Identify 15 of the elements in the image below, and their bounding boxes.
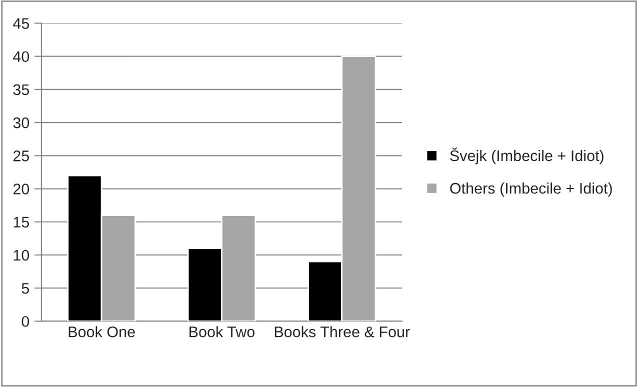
y-tick-label: 10 (14, 250, 30, 261)
y-tick-label: 30 (13, 117, 30, 128)
y-tick-label: 45 (13, 18, 30, 29)
y-tick-label: 40 (13, 51, 30, 62)
x-tick-label: Book Two (190, 326, 254, 338)
y-tick-label: 5 (22, 283, 30, 294)
x-tick-label: Book One (68, 326, 135, 338)
legend-label: Švejk (Imbecile + Idiot) (450, 148, 604, 164)
legend-label: Others (Imbecile + Idiot) (450, 182, 612, 197)
y-tick-label: 25 (13, 150, 30, 162)
y-tick-label: 35 (13, 84, 30, 96)
x-tick-label: Books Three & Four (274, 326, 410, 338)
y-tick-label: 0 (22, 316, 30, 327)
y-tick-label: 15 (14, 216, 30, 228)
y-tick-label: 20 (13, 184, 30, 194)
